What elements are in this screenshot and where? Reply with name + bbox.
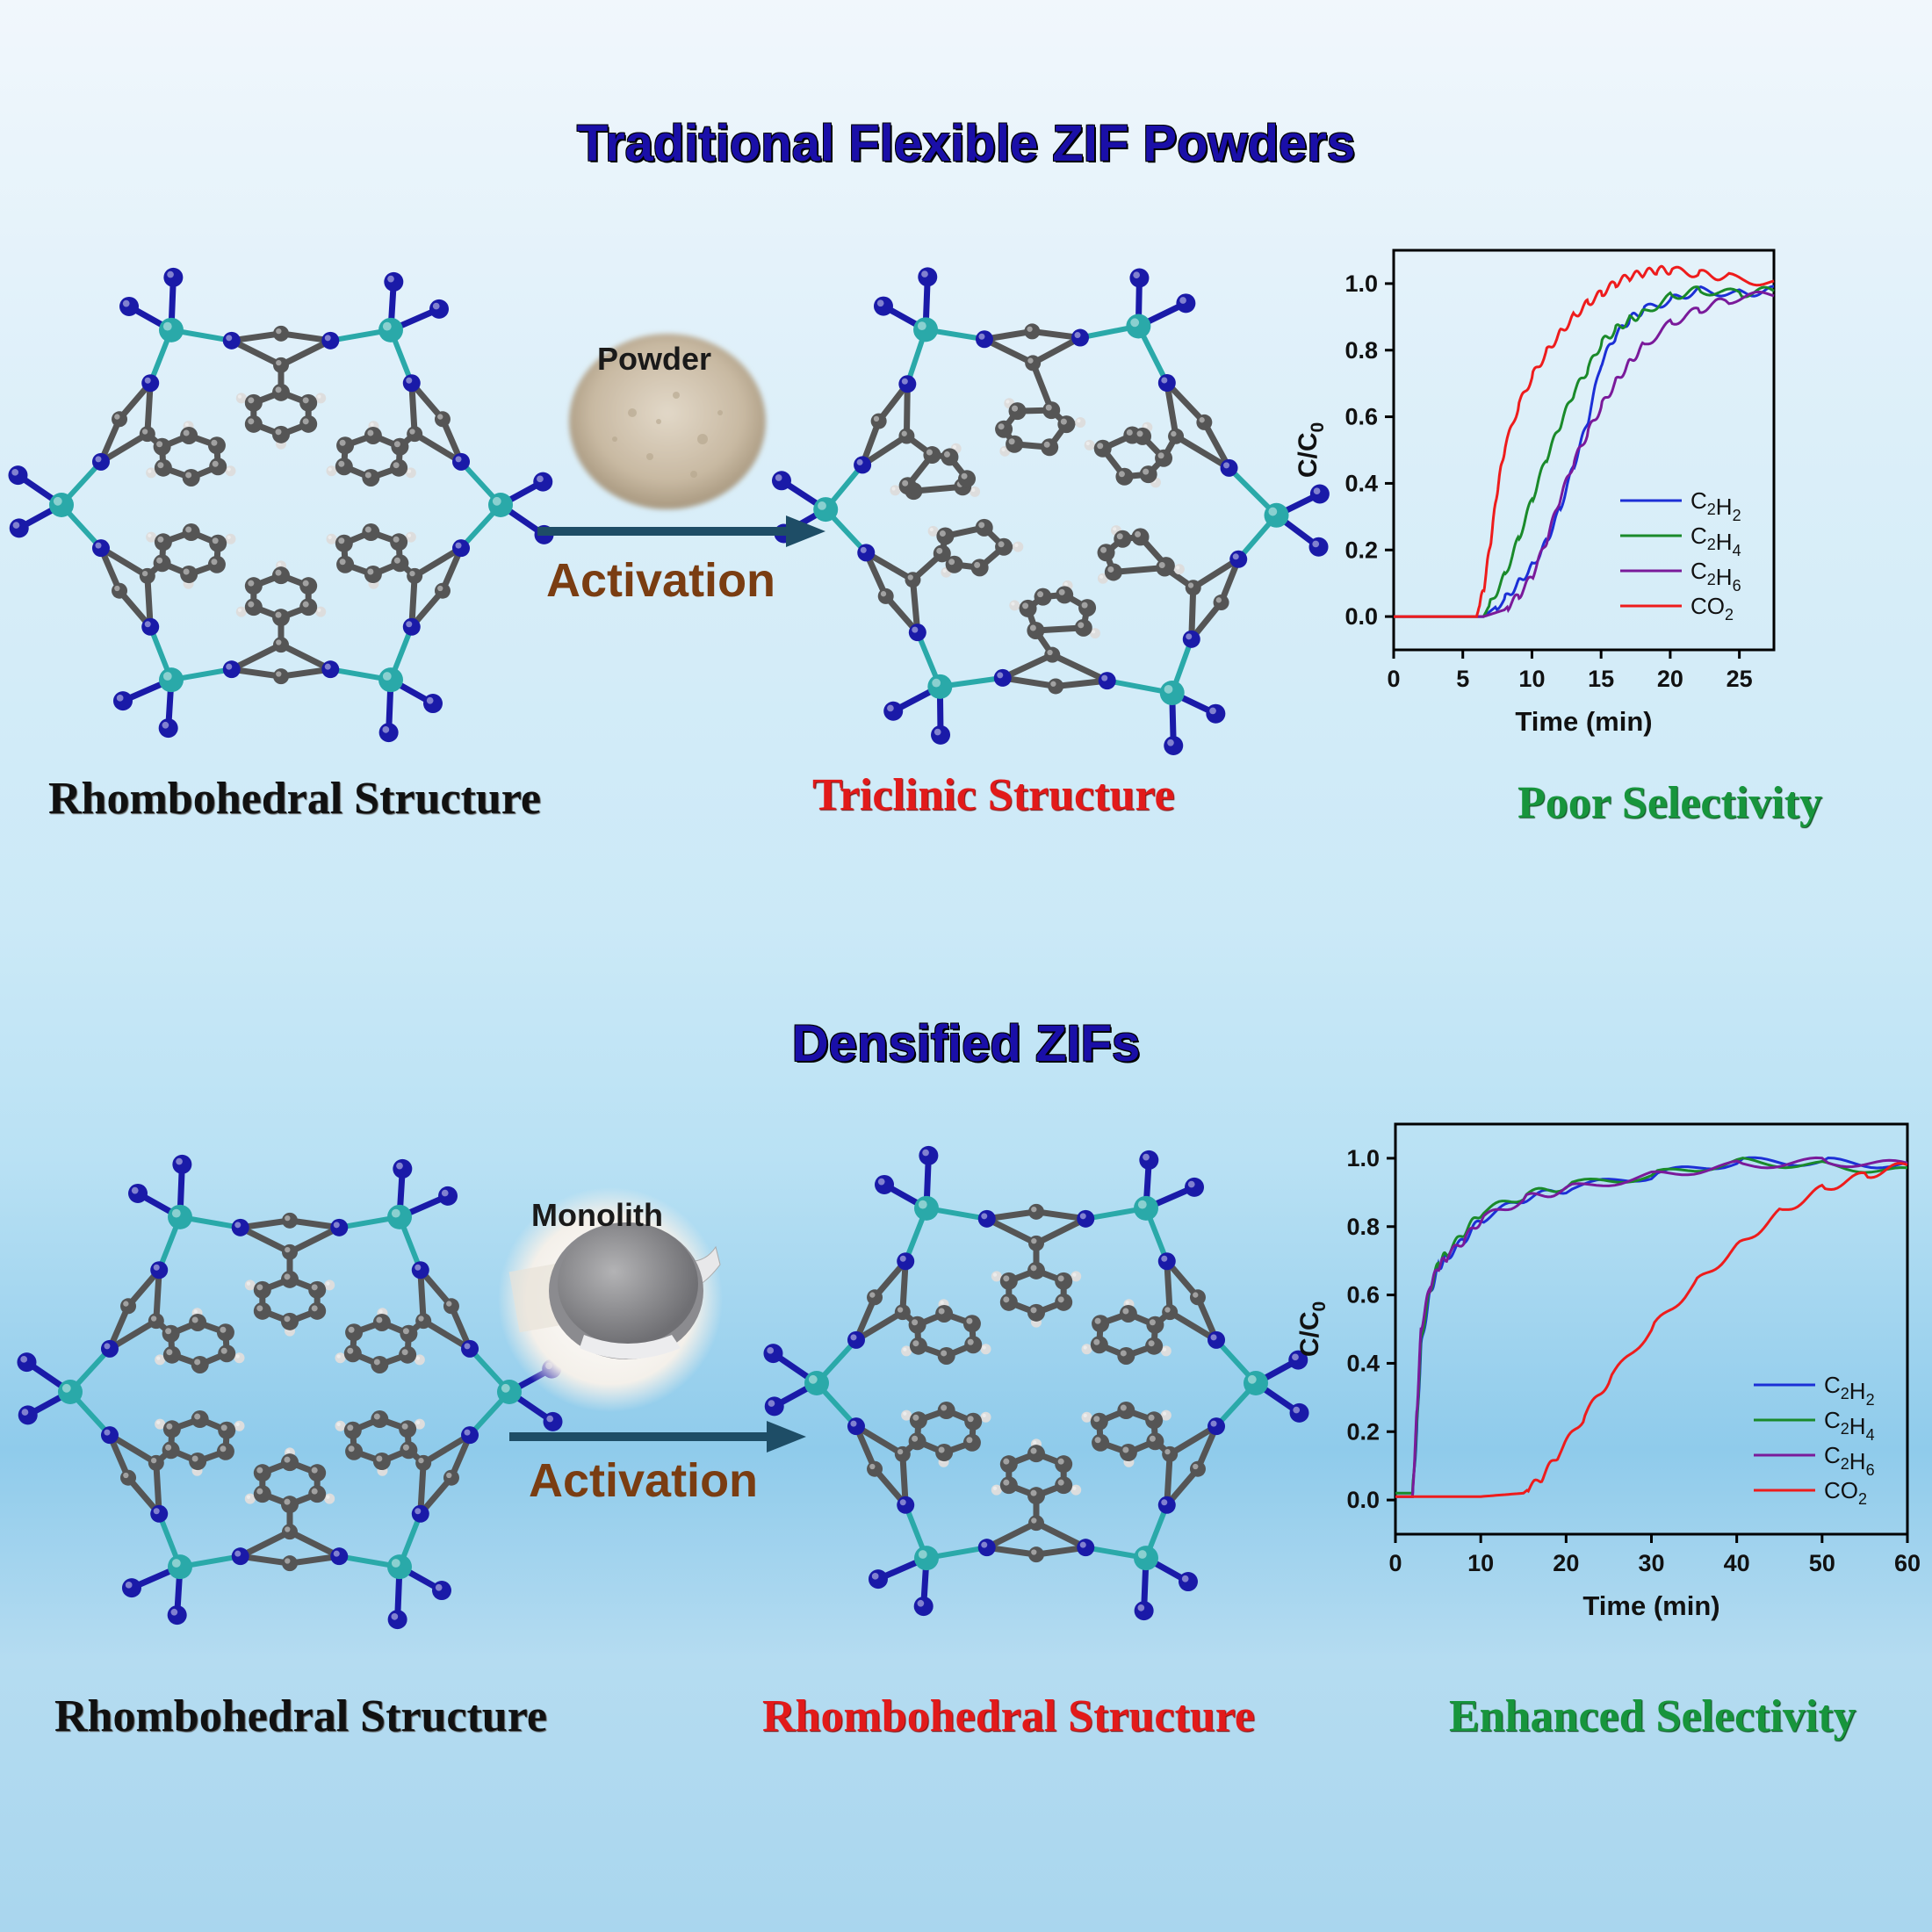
x-tick-label: 30: [1638, 1550, 1664, 1576]
y-tick-label: 1.0: [1346, 1145, 1380, 1171]
activation-arrow-bottom: [509, 1421, 806, 1453]
x-tick-label: 10: [1518, 666, 1545, 692]
y-tick-label: 0.6: [1344, 404, 1378, 430]
x-tick-label: 15: [1588, 666, 1614, 692]
legend-label: CO2: [1824, 1477, 1867, 1508]
y-tick-label: 1.0: [1344, 270, 1378, 297]
monolith-image: [498, 1187, 723, 1412]
activation-label-top: Activation: [546, 554, 776, 607]
rhombohedral-structure-bottom-right: [763, 1145, 1309, 1621]
rhombohedral-structure-top: [8, 267, 554, 743]
y-tick-label: 0.0: [1344, 603, 1378, 630]
plot-frame: [1392, 249, 1776, 652]
x-tick-label: 0: [1387, 666, 1400, 692]
series-line-c2h6: [1395, 1156, 1908, 1498]
triclinic-structure: [771, 267, 1330, 756]
series-line-co2: [1394, 264, 1775, 618]
powder-label: Powder: [597, 341, 712, 377]
y-tick-label: 0.8: [1346, 1214, 1380, 1240]
caption-rhombohedral-bottom-right: Rhombohedral Structure: [762, 1691, 1255, 1741]
x-tick-label: 10: [1467, 1550, 1494, 1576]
x-tick-label: 25: [1727, 666, 1753, 692]
y-tick-label: 0.8: [1344, 337, 1378, 364]
series-line-c2h6: [1394, 291, 1775, 618]
caption-poor-selectivity: Poor Selectivity: [1517, 778, 1823, 828]
y-tick-label: 0.0: [1346, 1487, 1380, 1513]
legend-label: C2H2: [1824, 1372, 1875, 1409]
monolith-label: Monolith: [531, 1197, 663, 1233]
bottom-section-title: Densified ZIFs: [791, 1015, 1141, 1072]
legend-label: C2H4: [1690, 523, 1741, 559]
x-tick-label: 5: [1456, 666, 1469, 692]
series-line-co2: [1395, 1162, 1908, 1498]
x-axis-label: Time (min): [1515, 706, 1652, 737]
y-axis-label: C/C0: [1295, 1301, 1330, 1357]
x-tick-label: 40: [1724, 1550, 1750, 1576]
legend-label: CO2: [1690, 593, 1734, 624]
legend-label: C2H2: [1690, 487, 1741, 524]
caption-rhombohedral-bottom-left: Rhombohedral Structure: [54, 1691, 547, 1741]
caption-enhanced-selectivity: Enhanced Selectivity: [1449, 1691, 1856, 1741]
caption-triclinic: Triclinic Structure: [812, 770, 1175, 820]
series-line-c2h2: [1394, 285, 1775, 618]
activation-label-bottom: Activation: [529, 1454, 759, 1507]
rhombohedral-structure-bottom-left: [17, 1154, 563, 1630]
x-axis-label: Time (min): [1582, 1590, 1719, 1621]
legend-label: C2H4: [1824, 1407, 1875, 1444]
powder-image: [569, 334, 766, 509]
y-axis-label: C/C0: [1294, 422, 1328, 478]
top-section-title: Traditional Flexible ZIF Powders: [576, 115, 1356, 172]
x-tick-label: 0: [1388, 1550, 1402, 1576]
x-tick-label: 50: [1809, 1550, 1835, 1576]
y-tick-label: 0.4: [1346, 1350, 1380, 1376]
legend-label: C2H6: [1690, 558, 1741, 595]
y-tick-label: 0.4: [1344, 470, 1378, 496]
y-tick-label: 0.2: [1344, 537, 1378, 563]
breakthrough-chart-top: 0 5 10 15 20 25 0.0 0.2 0.4 0.6 0.8 1.0 Time (min) C/…: [1294, 249, 1776, 737]
breakthrough-chart-bottom: 0 10 20 30 40 50 60 0.0 0.2 0.4 0.6 0.8 1.0 Time (min…: [1295, 1122, 1921, 1621]
activation-arrow-top: [537, 515, 825, 547]
y-tick-label: 0.6: [1346, 1282, 1380, 1308]
x-tick-label: 60: [1894, 1550, 1921, 1576]
x-tick-label: 20: [1553, 1550, 1579, 1576]
caption-rhombohedral-top: Rhombohedral Structure: [48, 774, 541, 824]
series-line-c2h4: [1394, 285, 1775, 618]
y-tick-label: 0.2: [1346, 1418, 1380, 1445]
x-tick-label: 20: [1657, 666, 1683, 692]
legend-label: C2H6: [1824, 1442, 1875, 1479]
